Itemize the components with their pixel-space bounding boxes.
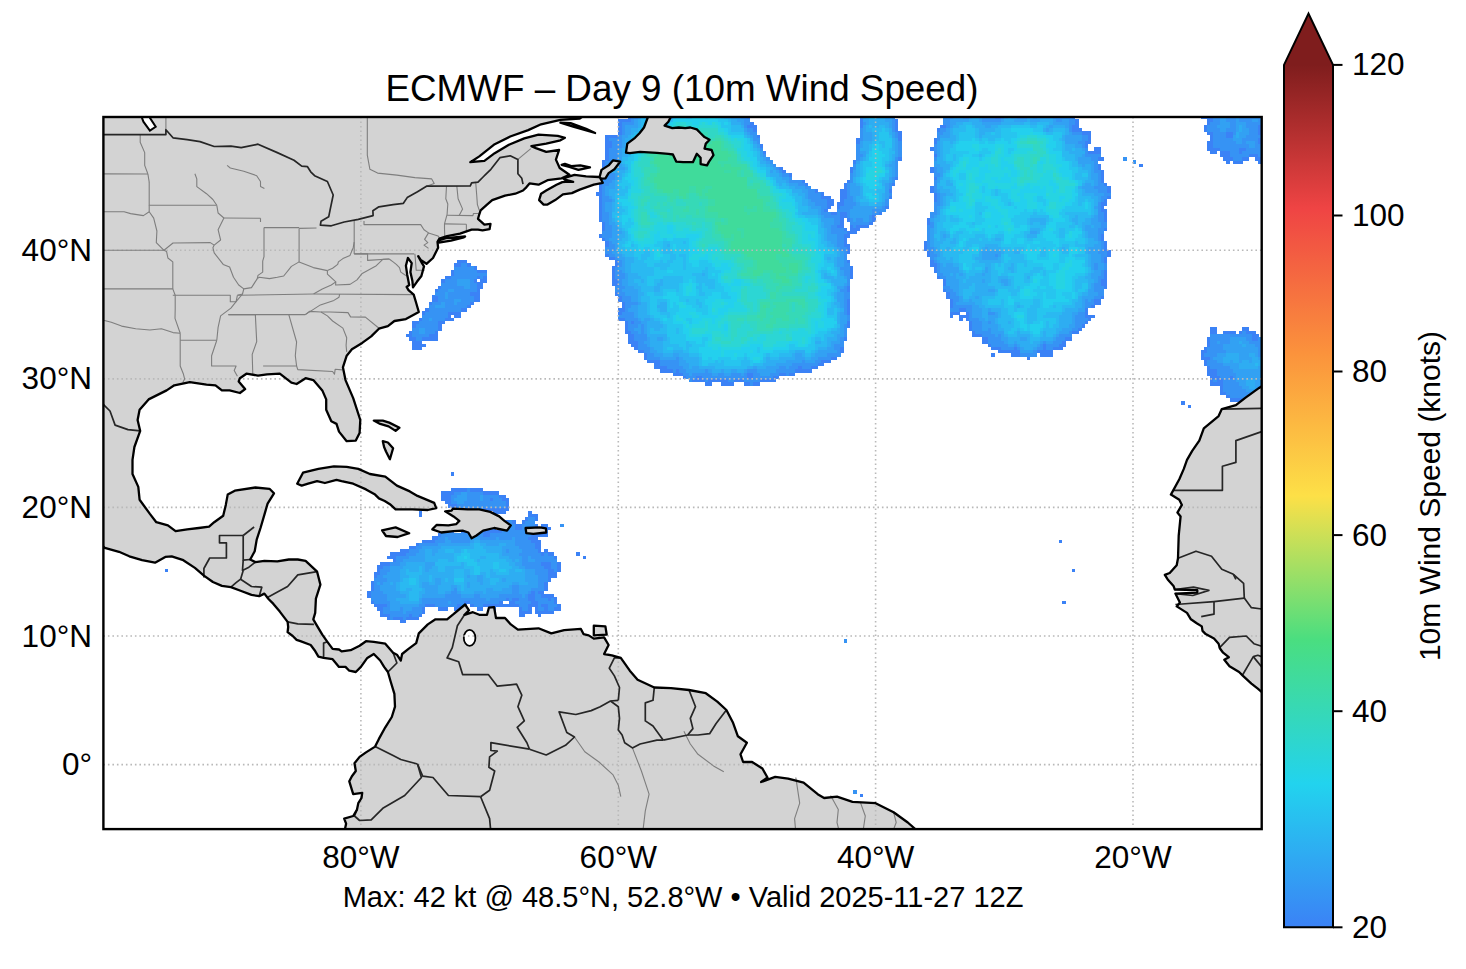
svg-text:80°W: 80°W <box>322 839 400 875</box>
svg-text:Max: 42 kt @ 48.5°N, 52.8°W •: Max: 42 kt @ 48.5°N, 52.8°W • Valid 2025… <box>343 881 1024 913</box>
svg-text:60°W: 60°W <box>580 839 658 875</box>
svg-text:40°N: 40°N <box>22 232 92 268</box>
svg-text:60: 60 <box>1352 517 1387 553</box>
svg-text:80: 80 <box>1352 353 1387 389</box>
svg-text:40°W: 40°W <box>837 839 915 875</box>
svg-text:30°N: 30°N <box>22 360 92 396</box>
svg-text:40: 40 <box>1352 693 1387 729</box>
svg-text:100: 100 <box>1352 197 1405 233</box>
svg-text:20°N: 20°N <box>22 489 92 525</box>
svg-text:10m Wind Speed (knots): 10m Wind Speed (knots) <box>1413 331 1446 661</box>
svg-text:0°: 0° <box>62 746 92 782</box>
svg-text:20°W: 20°W <box>1094 839 1172 875</box>
svg-text:ECMWF – Day 9 (10m Wind Speed): ECMWF – Day 9 (10m Wind Speed) <box>385 68 978 109</box>
svg-text:20: 20 <box>1352 909 1387 945</box>
svg-text:120: 120 <box>1352 46 1405 82</box>
svg-text:10°N: 10°N <box>22 618 92 654</box>
